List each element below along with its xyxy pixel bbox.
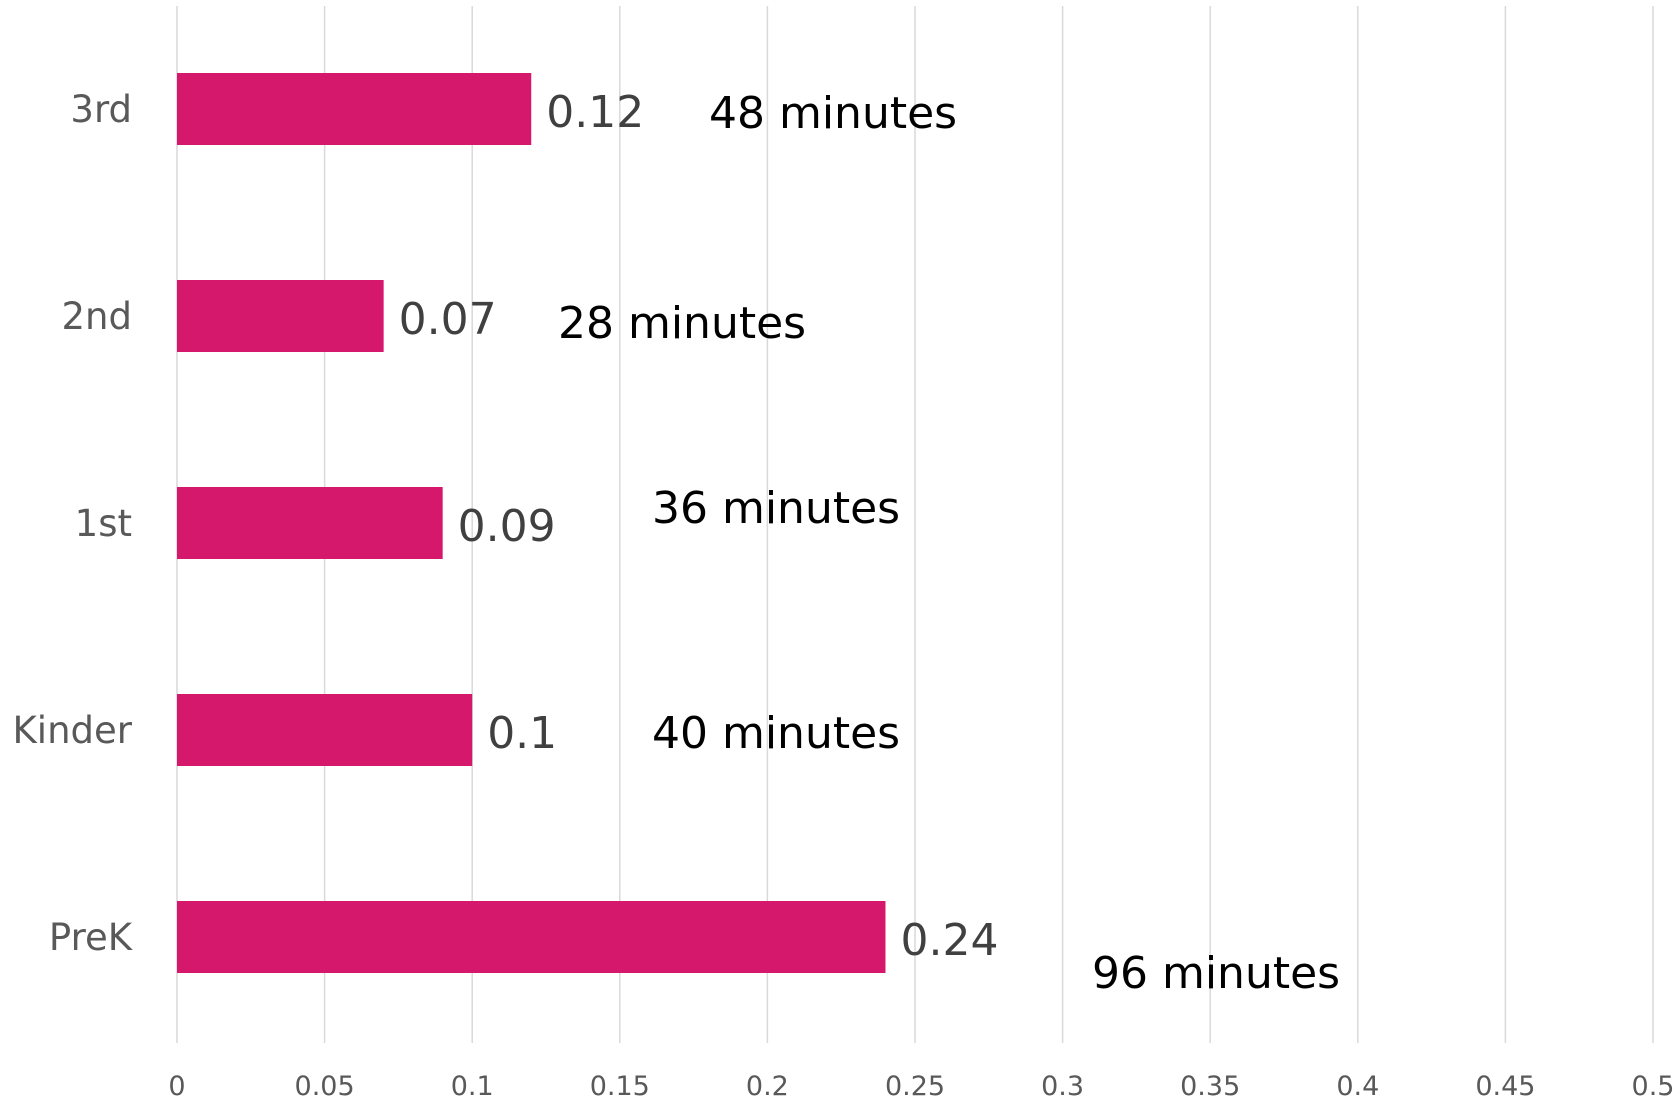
x-tick-label: 0.4 bbox=[1336, 1071, 1379, 1102]
category-label: 2nd bbox=[62, 295, 132, 338]
x-tick-label: 0.5 bbox=[1632, 1071, 1675, 1102]
data-label: 0.07 bbox=[399, 294, 497, 345]
bar bbox=[177, 280, 384, 352]
data-label: 0.09 bbox=[458, 501, 556, 552]
annotation-label: 40 minutes bbox=[652, 708, 900, 759]
category-label: PreK bbox=[49, 916, 134, 959]
data-label: 0.12 bbox=[546, 87, 644, 138]
x-tick-label: 0.45 bbox=[1475, 1071, 1535, 1102]
bar bbox=[177, 73, 532, 145]
x-tick-label: 0.3 bbox=[1041, 1071, 1084, 1102]
bar bbox=[177, 487, 443, 559]
x-tick-label: 0 bbox=[168, 1071, 185, 1102]
annotation-label: 36 minutes bbox=[652, 483, 900, 534]
data-label: 0.1 bbox=[487, 708, 557, 759]
x-tick-label: 0.05 bbox=[295, 1071, 355, 1102]
annotation-label: 48 minutes bbox=[709, 88, 957, 139]
annotation-label: 96 minutes bbox=[1092, 948, 1340, 999]
x-tick-label: 0.1 bbox=[451, 1071, 494, 1102]
bar bbox=[177, 901, 886, 973]
x-tick-label: 0.25 bbox=[885, 1071, 945, 1102]
gridlines bbox=[176, 6, 1654, 1043]
annotation-label: 28 minutes bbox=[558, 298, 806, 349]
x-tick-label: 0.35 bbox=[1180, 1071, 1240, 1102]
labels: 0 0.05 0.1 0.15 0.2 0.25 0.3 0.35 0.4 0.45 0.5 3rd 0… bbox=[13, 87, 1675, 1102]
category-label: 1st bbox=[75, 502, 132, 545]
category-label: Kinder bbox=[13, 709, 133, 752]
bars bbox=[177, 73, 886, 973]
bar bbox=[177, 694, 473, 766]
x-tick-label: 0.2 bbox=[746, 1071, 789, 1102]
category-label: 3rd bbox=[70, 88, 132, 131]
x-tick-label: 0.15 bbox=[590, 1071, 650, 1102]
data-label: 0.24 bbox=[900, 915, 998, 966]
